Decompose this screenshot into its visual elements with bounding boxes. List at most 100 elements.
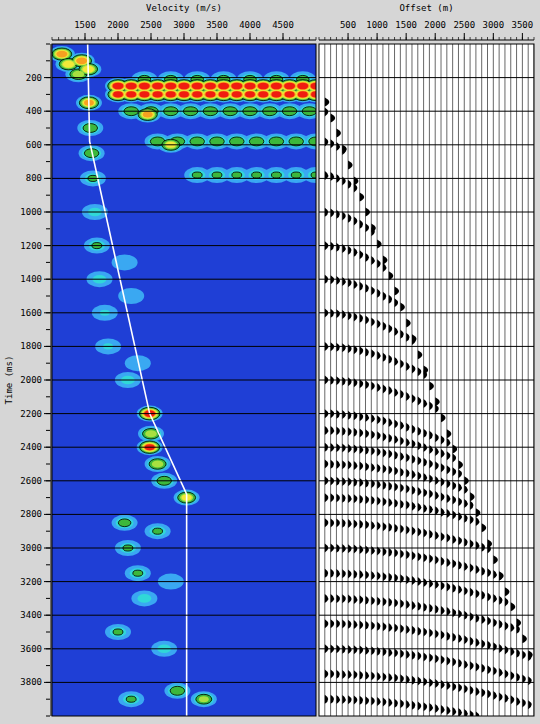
wiggle	[336, 460, 340, 469]
wiggle	[418, 701, 422, 710]
tick	[44, 615, 51, 616]
semblance-contour	[189, 89, 206, 99]
wiggle	[505, 645, 509, 654]
wiggle	[470, 612, 474, 621]
wiggle	[377, 259, 381, 268]
wiggle	[377, 239, 382, 248]
tick	[44, 312, 51, 313]
semblance-contour	[133, 570, 143, 576]
tick-label: 800	[26, 173, 42, 183]
semblance-contour	[179, 91, 189, 97]
wiggle	[470, 637, 474, 646]
semblance-contour	[77, 120, 103, 136]
wiggle	[383, 384, 387, 393]
minor-tick	[52, 37, 53, 40]
semblance-marks	[52, 44, 316, 716]
semblance-contour	[125, 91, 137, 98]
semblance-contour	[83, 124, 97, 133]
wiggle	[412, 425, 416, 434]
wiggle	[360, 250, 364, 259]
minor-tick	[46, 44, 50, 45]
semblance-contour	[218, 83, 229, 90]
wiggle	[342, 594, 346, 603]
wiggle	[325, 460, 329, 469]
wiggle	[441, 413, 446, 422]
wiggle	[365, 462, 369, 471]
wiggle	[418, 676, 422, 685]
wiggle	[447, 533, 451, 542]
wiggle	[348, 444, 352, 453]
wiggle	[348, 411, 352, 420]
semblance-contour	[110, 627, 126, 637]
wiggle	[424, 628, 428, 637]
wiggle	[331, 275, 335, 284]
wiggle	[389, 450, 393, 459]
tick-label: 1500	[74, 20, 96, 30]
wiggle	[365, 429, 369, 438]
wiggle	[517, 673, 521, 682]
tick	[44, 346, 51, 347]
wiggle	[395, 286, 400, 295]
wiggle	[348, 477, 352, 486]
wiggle	[325, 594, 329, 603]
wiggle	[458, 561, 462, 570]
semblance-contour	[165, 83, 176, 90]
minor-tick	[510, 37, 511, 40]
semblance-contour	[243, 90, 257, 99]
semblance-contour	[75, 57, 89, 65]
minor-tick	[46, 430, 50, 431]
grid-line	[52, 144, 316, 145]
semblance-contour	[232, 91, 242, 97]
wiggle	[458, 708, 462, 716]
wiggle	[488, 617, 492, 626]
wiggle	[464, 499, 468, 508]
tick	[44, 111, 51, 112]
wiggle	[418, 367, 422, 376]
wiggle	[453, 496, 457, 505]
grid-line	[319, 77, 534, 78]
semblance-contour	[310, 91, 316, 98]
wiggle	[360, 478, 364, 487]
minor-tick	[111, 37, 112, 40]
semblance-contour	[149, 89, 166, 99]
wiggle	[389, 598, 393, 607]
wiggle	[331, 460, 335, 469]
wiggle	[424, 578, 428, 587]
semblance-contour	[54, 49, 70, 59]
tick	[348, 33, 349, 40]
wiggle	[429, 431, 433, 440]
wiggle	[371, 286, 375, 295]
tick	[250, 33, 251, 40]
wiggle	[395, 599, 399, 608]
semblance-contour	[191, 82, 204, 90]
wiggle	[505, 670, 509, 679]
wiggle	[458, 469, 462, 478]
minor-tick	[46, 161, 50, 162]
semblance-contour	[252, 172, 262, 178]
wiggle	[458, 659, 462, 668]
wiggle	[511, 695, 515, 704]
wiggle	[389, 465, 393, 474]
wiggle	[360, 646, 364, 655]
wiggle	[435, 404, 439, 413]
wiggle	[447, 494, 451, 503]
wiggle	[371, 317, 375, 326]
tick	[435, 33, 436, 40]
wiggle	[365, 495, 369, 504]
wiggle	[453, 608, 457, 617]
tick-label: 2000	[424, 20, 446, 30]
wiggle	[377, 289, 381, 298]
minor-tick	[164, 37, 165, 40]
wiggle	[400, 302, 405, 311]
wiggle	[476, 687, 480, 696]
minor-tick	[417, 37, 418, 40]
minor-tick	[58, 37, 59, 40]
wiggle	[389, 548, 393, 557]
wiggle	[412, 470, 416, 479]
minor-tick	[170, 37, 171, 40]
wiggle	[435, 461, 439, 470]
minor-tick	[423, 37, 424, 40]
wiggle	[336, 309, 340, 318]
semblance-contour	[125, 82, 138, 90]
wiggle	[383, 698, 387, 707]
